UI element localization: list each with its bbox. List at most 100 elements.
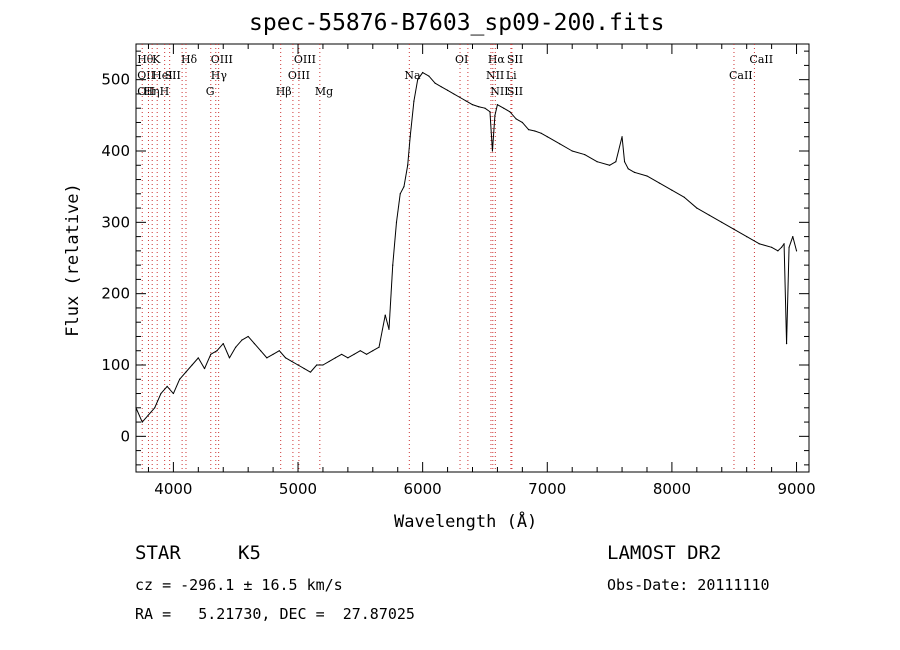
spectrum-segment bbox=[559, 143, 573, 152]
spectrum-segment bbox=[172, 379, 181, 394]
spectrum-segment bbox=[413, 79, 419, 102]
redshift-info: cz = -296.1 ± 16.5 km/s bbox=[135, 576, 343, 594]
y-tick-label: 400 bbox=[101, 142, 130, 160]
spectrum-segment bbox=[247, 336, 255, 344]
spectrum-segment bbox=[786, 247, 790, 344]
spectrum-segment bbox=[378, 314, 386, 348]
spectrum-segment bbox=[453, 93, 461, 98]
spectrum-segment bbox=[399, 186, 405, 195]
y-tick-label: 0 bbox=[120, 427, 130, 445]
line-marker-label: H bbox=[160, 85, 170, 98]
spectrum-segment bbox=[489, 111, 493, 152]
x-tick-label: 7000 bbox=[528, 480, 566, 498]
object-class: STAR bbox=[135, 542, 181, 564]
line-marker-label: Hη bbox=[143, 85, 159, 98]
spectrum-segment bbox=[322, 360, 330, 366]
spectrum-segment bbox=[278, 350, 286, 359]
line-marker-label: NII bbox=[490, 85, 508, 98]
spectrum-segment bbox=[409, 101, 415, 137]
spectrum-segment bbox=[534, 130, 542, 134]
spectrum-segment bbox=[185, 364, 193, 373]
spectrum-segment bbox=[572, 150, 585, 156]
spectrum-segment bbox=[335, 353, 342, 359]
spectrum-segment bbox=[659, 182, 673, 191]
spectrum-segment bbox=[141, 414, 149, 423]
obs-date: Obs-Date: 20111110 bbox=[607, 576, 770, 594]
ra-dec: RA = 5.21730, DEC = 27.87025 bbox=[135, 605, 415, 623]
spectrum-segment bbox=[515, 118, 523, 123]
spectrum-segment bbox=[310, 364, 318, 373]
spectrum-segment bbox=[285, 357, 293, 362]
spectrum-segment bbox=[615, 136, 623, 162]
spectrum-segment bbox=[272, 350, 280, 355]
spectrum-segment bbox=[478, 106, 486, 109]
line-marker-label: Li bbox=[506, 69, 517, 82]
spectrum-point bbox=[795, 250, 798, 252]
survey-name: LAMOST DR2 bbox=[607, 542, 722, 564]
spectrum-segment bbox=[388, 265, 394, 330]
spectrum-segment bbox=[407, 136, 411, 166]
spectrum-segment bbox=[235, 339, 243, 348]
spectrum-segment bbox=[304, 368, 311, 373]
spectrum-segment bbox=[154, 393, 162, 409]
spectrum-segment bbox=[297, 364, 305, 370]
spectrum-segment bbox=[417, 72, 424, 80]
spectrum-segment bbox=[210, 350, 218, 355]
spectrum-segment bbox=[395, 193, 401, 223]
spectrum-segment bbox=[328, 357, 336, 362]
y-axis-label: Flux (relative) bbox=[63, 183, 83, 337]
object-subclass: K5 bbox=[238, 542, 261, 564]
plot-frame bbox=[135, 43, 810, 473]
spectrum-segment bbox=[191, 357, 199, 366]
spectrum-segment bbox=[503, 107, 511, 113]
spectrum-segment bbox=[646, 175, 660, 184]
spectrum-segment bbox=[788, 236, 794, 248]
x-tick-label: 5000 bbox=[279, 480, 317, 498]
spectrum-segment bbox=[160, 386, 168, 394]
line-marker-label: OIII bbox=[211, 53, 233, 66]
spectrum-segment bbox=[148, 407, 156, 416]
spectrum-segment bbox=[609, 161, 617, 166]
line-marker-label: OII bbox=[137, 69, 155, 82]
spectrum-segment bbox=[447, 89, 455, 95]
spectrum-segment bbox=[266, 353, 274, 359]
spectrum-segment bbox=[596, 161, 610, 166]
spectrum-segment bbox=[360, 350, 367, 355]
spectrum-segment bbox=[509, 111, 517, 120]
spectrum-segment bbox=[777, 246, 782, 252]
spectrum-segment bbox=[671, 189, 685, 198]
spectrum-segment bbox=[696, 207, 710, 216]
spectrum-segment bbox=[759, 243, 772, 248]
x-axis-label: Wavelength (Å) bbox=[394, 512, 538, 532]
spectrum-segment bbox=[484, 107, 491, 113]
line-marker-label: OIII bbox=[288, 69, 310, 82]
line-marker-label: SII bbox=[165, 69, 181, 82]
chart-title: spec-55876-B7603_sp09-200.fits bbox=[249, 10, 665, 36]
line-marker-label: Na bbox=[404, 69, 421, 82]
spectrum-segment bbox=[135, 407, 143, 423]
spectrum-segment bbox=[403, 165, 409, 187]
spectrum-segment bbox=[684, 196, 698, 209]
spectrum-segment bbox=[746, 236, 760, 245]
line-marker-label: CaII bbox=[749, 53, 773, 66]
spectrum-segment bbox=[216, 343, 224, 352]
spectrum-segment bbox=[392, 222, 397, 266]
line-marker-label: SII bbox=[507, 53, 523, 66]
x-tick-label: 9000 bbox=[777, 480, 815, 498]
spectrum-segment bbox=[222, 343, 230, 359]
spectrum-segment bbox=[459, 97, 467, 102]
spectrum-segment bbox=[197, 357, 205, 369]
spectrum-segment bbox=[733, 229, 747, 238]
spectrum-segment bbox=[254, 343, 262, 352]
spectrum-segment bbox=[166, 386, 174, 394]
spectrum-segment bbox=[466, 100, 473, 106]
y-tick-label: 100 bbox=[101, 356, 130, 374]
spectrum-segment bbox=[241, 336, 249, 341]
spectrum-segment bbox=[528, 129, 535, 132]
line-marker-label: Hα bbox=[488, 53, 506, 66]
spectrum-segment bbox=[441, 86, 448, 91]
spectrum-segment bbox=[372, 346, 380, 352]
spectrum-segment bbox=[634, 171, 648, 177]
spectrum-segment bbox=[260, 350, 268, 359]
line-marker-label: Hθ bbox=[137, 53, 154, 66]
